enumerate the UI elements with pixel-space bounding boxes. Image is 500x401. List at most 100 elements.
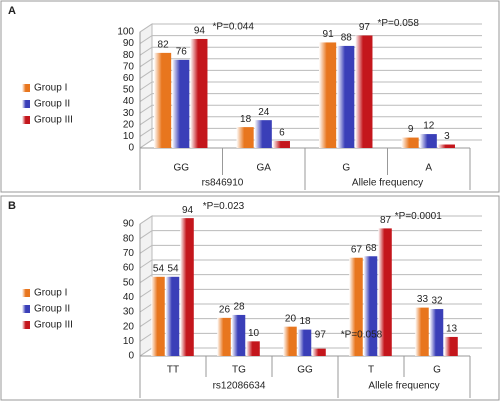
legend-swatch (22, 321, 30, 329)
value-label: 6 (279, 128, 285, 139)
x-tick-label: A (425, 163, 432, 174)
group-label: Allele frequency (368, 381, 439, 392)
bar (337, 45, 355, 148)
value-label: 54 (167, 263, 179, 274)
value-label: 20 (285, 313, 297, 324)
panel-frame (0, 195, 500, 401)
annotation: *P=0.058 (377, 18, 419, 29)
y-tick-label: 70 (123, 248, 135, 259)
value-label: 82 (158, 40, 170, 51)
value-label: 28 (233, 302, 245, 313)
bar (231, 314, 246, 356)
annotation: *P=0.023 (203, 201, 245, 212)
value-label: 54 (153, 263, 165, 274)
legend-label: Group III (34, 115, 73, 126)
bar (363, 256, 378, 356)
value-label: 91 (323, 29, 335, 40)
y-tick-label: 40 (123, 96, 135, 107)
bar (429, 309, 444, 356)
x-tick-label: GG (297, 365, 313, 376)
value-label: 67 (351, 244, 363, 255)
value-label: 33 (417, 294, 429, 305)
x-tick-label: TG (232, 365, 246, 376)
value-label: 97 (359, 22, 371, 33)
value-label: 12 (423, 121, 435, 132)
value-label: 94 (182, 205, 194, 216)
value-label: 13 (446, 324, 458, 335)
bar (172, 59, 190, 149)
annotation: 97 (315, 329, 327, 340)
bar (444, 336, 458, 356)
x-tick-label: GA (257, 163, 272, 174)
bar (401, 137, 419, 148)
legend-label: Group I (34, 83, 67, 94)
bar (283, 326, 297, 356)
bar (246, 341, 260, 356)
panel-label: B (8, 200, 16, 212)
y-tick-label: 50 (123, 277, 135, 288)
grid-line (139, 244, 482, 254)
bar (190, 38, 208, 148)
panel-frame (0, 0, 500, 193)
y-tick-label: 60 (123, 73, 135, 84)
value-label: 87 (380, 215, 392, 226)
legend-swatch (22, 116, 30, 124)
bar (154, 52, 172, 148)
y-tick-label: 80 (123, 50, 135, 61)
bar (419, 134, 437, 148)
y-tick-label: 90 (123, 38, 135, 49)
value-label: 10 (248, 328, 260, 339)
y-tick-label: 90 (123, 219, 135, 230)
y-tick-label: 50 (123, 85, 135, 96)
y-tick-label: 10 (123, 336, 135, 347)
group-label: Allele frequency (352, 178, 423, 189)
x-tick-label: TT (167, 365, 179, 376)
bar (151, 276, 165, 356)
value-label: 68 (365, 243, 377, 254)
value-label: 3 (444, 131, 450, 142)
y-tick-label: 80 (123, 233, 135, 244)
annotation: *P=0.044 (212, 22, 254, 33)
value-label: 32 (431, 296, 443, 307)
y-tick-label: 60 (123, 263, 135, 274)
annotation: *P=0.0001 (395, 211, 442, 222)
y-tick-label: 30 (123, 307, 135, 318)
bar (355, 35, 373, 149)
group-label: rs12086634 (213, 381, 266, 392)
panel-label: A (8, 5, 16, 17)
group-label: rs846910 (202, 178, 244, 189)
bar (217, 317, 231, 356)
y-tick-label: 100 (117, 27, 134, 38)
y-tick-label: 30 (123, 108, 135, 119)
legend-label: Group I (34, 288, 67, 299)
value-label: 18 (299, 316, 311, 327)
y-tick-label: 0 (128, 143, 134, 154)
bar (319, 42, 337, 148)
value-label: 76 (176, 46, 188, 57)
y-tick-label: 20 (123, 119, 135, 130)
legend-label: Group II (34, 99, 70, 110)
x-tick-label: G (433, 365, 441, 376)
x-tick-label: T (368, 365, 374, 376)
bar (297, 329, 312, 356)
bar (272, 141, 290, 148)
bar (349, 257, 363, 356)
bar (180, 218, 194, 356)
bar (254, 120, 272, 148)
grid-line (139, 23, 482, 33)
value-label: 24 (258, 107, 270, 118)
annotation: *P=0.058 (341, 329, 383, 340)
legend-swatch (22, 305, 30, 313)
legend-label: Group II (34, 304, 70, 315)
y-tick-label: 10 (123, 131, 135, 142)
bar (378, 228, 392, 356)
bar (312, 348, 326, 356)
value-label: 88 (341, 33, 353, 44)
legend-label: Group III (34, 320, 73, 331)
bar (415, 307, 429, 356)
x-tick-label: GG (173, 163, 189, 174)
bar (236, 127, 254, 148)
value-label: 94 (194, 26, 206, 37)
legend-swatch (22, 84, 30, 92)
